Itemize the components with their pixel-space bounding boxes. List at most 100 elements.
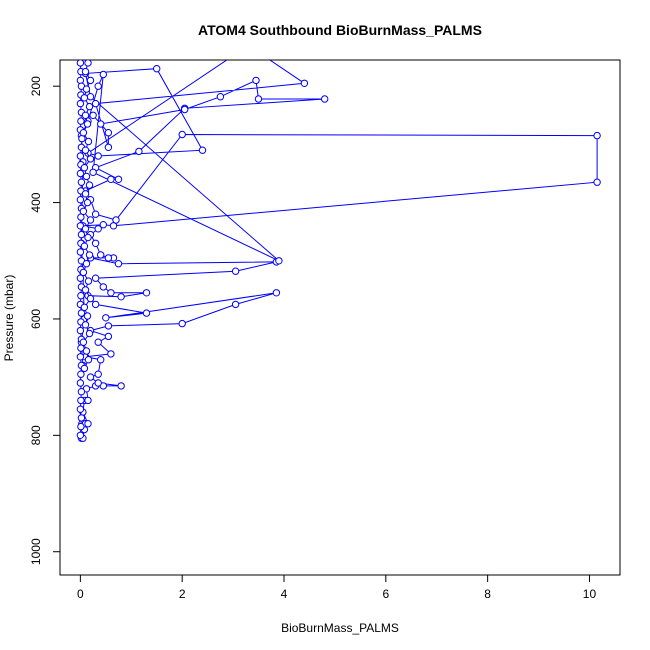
x-tick-label: 0 xyxy=(77,587,84,601)
data-point xyxy=(104,322,113,330)
data-point xyxy=(76,169,85,178)
data-point xyxy=(85,251,94,259)
data-point xyxy=(104,129,113,137)
data-point xyxy=(86,155,95,163)
data-point xyxy=(231,300,240,309)
data-point xyxy=(81,225,90,233)
series-3 xyxy=(79,60,95,373)
data-point xyxy=(84,277,93,285)
data-point xyxy=(178,130,186,139)
data-point xyxy=(86,216,95,224)
data-point xyxy=(135,147,143,156)
data-point xyxy=(254,95,263,103)
data-point xyxy=(252,76,260,85)
data-point xyxy=(86,93,95,101)
data-point xyxy=(85,102,94,111)
data-point xyxy=(76,248,85,256)
data-point xyxy=(84,396,92,405)
data-point xyxy=(80,164,89,172)
data-point xyxy=(83,120,92,128)
x-tick-label: 4 xyxy=(281,587,288,601)
plot-frame xyxy=(59,59,621,576)
data-point xyxy=(84,233,92,242)
data-point xyxy=(94,152,102,160)
data-point xyxy=(83,198,92,207)
data-point xyxy=(76,405,85,413)
data-point xyxy=(300,79,309,88)
data-point xyxy=(82,85,91,93)
data-point xyxy=(86,294,95,303)
data-point xyxy=(76,326,85,335)
y-tick-label: 600 xyxy=(29,309,43,329)
data-point xyxy=(321,95,329,103)
data-point xyxy=(85,329,94,338)
data-point xyxy=(77,309,86,317)
data-point xyxy=(76,379,85,387)
data-point xyxy=(77,370,85,378)
data-point xyxy=(79,129,88,137)
data-point xyxy=(82,260,91,268)
chart-title: ATOM4 Southbound BioBurnMass_PALMS xyxy=(198,22,482,38)
x-tick-label: 10 xyxy=(583,587,597,601)
data-point xyxy=(80,242,89,250)
data-point xyxy=(593,131,601,140)
data-point xyxy=(99,70,108,79)
data-point xyxy=(104,332,113,341)
data-point xyxy=(81,67,90,76)
data-point xyxy=(91,274,100,282)
y-axis-label: Pressure (mbar) xyxy=(2,275,16,362)
data-point xyxy=(84,137,93,146)
data-point xyxy=(91,210,100,218)
x-axis-label: BioBurnMass_PALMS xyxy=(281,621,399,635)
data-point xyxy=(81,321,90,329)
data-point xyxy=(275,257,283,265)
series-line xyxy=(80,60,598,439)
data-point xyxy=(117,293,125,301)
data-point xyxy=(107,175,115,184)
data-point xyxy=(76,99,85,108)
y-tick-label: 800 xyxy=(29,425,43,445)
data-point xyxy=(198,146,207,154)
data-point xyxy=(99,221,108,229)
data-point xyxy=(81,286,90,294)
data-point xyxy=(82,172,91,181)
x-axis: 0 2 4 6 8 10 xyxy=(77,574,597,601)
series-layer xyxy=(76,60,601,442)
data-point xyxy=(181,105,189,114)
data-point xyxy=(117,382,125,390)
data-point xyxy=(77,396,85,405)
data-point xyxy=(89,111,97,120)
data-point xyxy=(84,60,92,67)
data-point xyxy=(86,373,95,381)
data-point xyxy=(80,94,89,102)
data-point xyxy=(76,60,85,67)
data-point xyxy=(79,268,88,277)
data-point xyxy=(91,300,100,309)
data-point xyxy=(86,76,95,85)
data-point xyxy=(77,178,86,186)
data-point xyxy=(77,117,85,125)
data-point xyxy=(82,347,91,355)
series-1 xyxy=(77,60,601,442)
data-point xyxy=(80,303,89,311)
data-point xyxy=(83,312,92,320)
data-point xyxy=(89,168,97,177)
data-point xyxy=(81,111,90,120)
data-point xyxy=(78,134,86,143)
data-point xyxy=(216,93,225,101)
data-point xyxy=(272,289,281,297)
data-point xyxy=(107,289,115,297)
data-point xyxy=(85,181,94,189)
data-point xyxy=(79,207,88,216)
data-point xyxy=(104,254,113,262)
x-tick-label: 8 xyxy=(484,587,491,601)
data-point xyxy=(94,82,102,90)
data-point xyxy=(76,152,85,160)
data-point xyxy=(77,414,86,422)
data-point xyxy=(178,319,186,328)
data-point xyxy=(79,338,88,346)
data-point xyxy=(114,260,123,268)
data-point xyxy=(231,267,240,275)
data-point xyxy=(94,225,102,233)
